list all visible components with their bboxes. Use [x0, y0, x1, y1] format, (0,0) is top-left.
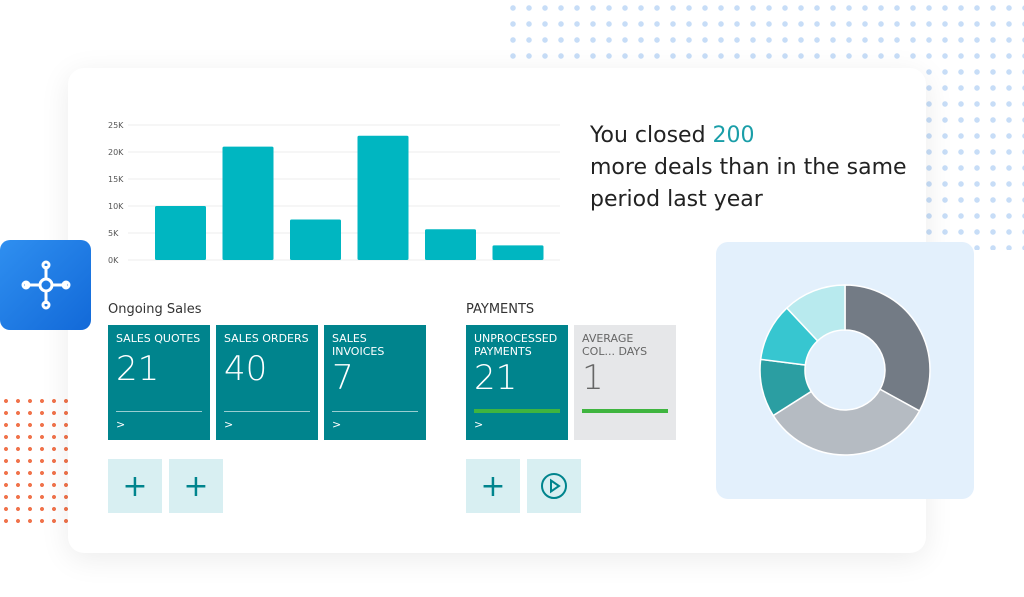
y-tick-label: 0K [108, 256, 119, 265]
deals-count: 200 [712, 123, 755, 148]
add-sales-quote-button[interactable]: + [108, 459, 162, 513]
bar[interactable] [290, 219, 341, 261]
headline-text: period last year [590, 187, 763, 212]
add-payment-button[interactable]: + [466, 459, 520, 513]
bar[interactable] [155, 206, 206, 260]
y-tick-label: 20K [108, 148, 124, 157]
tile-value: 1 [582, 358, 604, 398]
bar[interactable] [492, 245, 544, 260]
tile-value: 40 [224, 349, 268, 389]
bar[interactable] [222, 146, 274, 260]
network-hub-icon [21, 260, 70, 310]
play-circle-icon [541, 473, 567, 499]
donut-slice[interactable] [772, 388, 921, 456]
chevron-right-icon: > [116, 418, 126, 431]
plus-icon: + [183, 468, 209, 504]
bar[interactable] [357, 135, 409, 260]
add-sales-order-button[interactable]: + [169, 459, 223, 513]
donut-chart-panel [716, 242, 974, 499]
chevron-right-icon: > [224, 418, 234, 431]
tile-value: 7 [332, 358, 354, 398]
tile-unprocessed-payments[interactable]: Unprocessed Payments 21 > [466, 325, 568, 440]
app-logo [0, 240, 91, 330]
plus-icon: + [122, 468, 148, 504]
tile-label: Sales Orders [224, 332, 309, 345]
bar[interactable] [425, 229, 476, 260]
y-tick-label: 10K [108, 202, 124, 211]
tile-label: Average Col... Days [582, 332, 648, 358]
y-tick-label: 5K [108, 229, 119, 238]
donut-chart [759, 284, 931, 456]
play-button[interactable] [527, 459, 581, 513]
progress-bar [582, 409, 668, 413]
y-tick-label: 25K [108, 121, 124, 130]
tile-sales-quotes[interactable]: Sales Quotes 21 > [108, 325, 210, 440]
payments-title: PAYMENTS [466, 302, 535, 317]
decorative-dots [0, 395, 70, 525]
plus-icon: + [480, 468, 506, 504]
y-tick-label: 15K [108, 175, 124, 184]
ongoing-sales-title: Ongoing Sales [108, 302, 202, 317]
progress-bar [474, 409, 560, 413]
chevron-right-icon: > [332, 418, 342, 431]
tile-label: Sales Invoices [332, 332, 385, 358]
bar-chart: 0K 5K 10K 15K 20K 25K [108, 121, 560, 265]
donut-slice[interactable] [785, 284, 846, 342]
tile-value: 21 [474, 358, 518, 398]
donut-slice[interactable] [844, 284, 931, 412]
tile-value: 21 [116, 349, 160, 389]
headline: You closed 200 more deals than in the sa… [590, 120, 907, 216]
tile-sales-invoices[interactable]: Sales Invoices 7 > [324, 325, 426, 440]
tile-average-collection-days[interactable]: Average Col... Days 1 [574, 325, 676, 440]
headline-text: more deals than in the same [590, 155, 907, 180]
chevron-right-icon: > [474, 418, 484, 431]
tile-label: Unprocessed Payments [474, 332, 558, 358]
headline-text: You closed [590, 123, 713, 148]
tile-sales-orders[interactable]: Sales Orders 40 > [216, 325, 318, 440]
tile-label: Sales Quotes [116, 332, 201, 345]
